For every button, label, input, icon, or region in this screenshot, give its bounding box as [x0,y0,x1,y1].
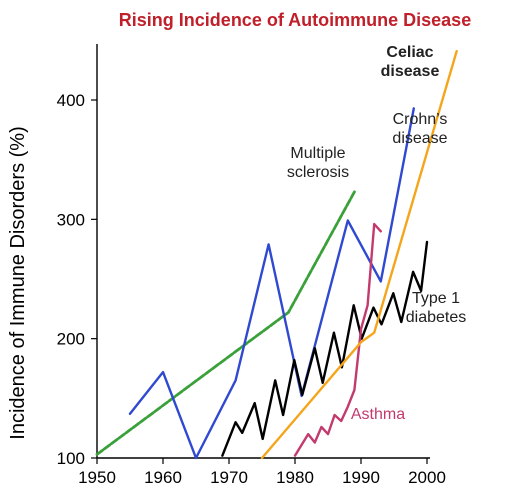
y-tick-label: 400 [57,91,85,110]
series-lines [95,49,458,460]
type-1-diabetes-line [221,240,429,457]
type-1-diabetes-label: diabetes [406,309,467,326]
multiple-sclerosis-line [95,190,356,456]
type-1-diabetes-label: Type 1 [412,290,460,307]
y-axis-label: Incidence of Immune Disorders (%) [7,126,29,439]
asthma-label: Asthma [351,406,405,423]
series-labels: Multiple sclerosis Crohn’s disease Type 1 dia… [287,44,466,423]
asthma-line [293,222,382,457]
y-tick-label: 100 [57,449,85,468]
x-tick-label: 1970 [210,468,248,487]
celiac-disease-label: disease [381,63,440,80]
celiac-disease-label: Celiac [386,44,433,61]
crohn-s-disease-label: Crohn’s [393,111,448,128]
multiple-sclerosis-label: Multiple [290,145,345,162]
x-ticks: 1950 1960 1970 1980 1990 2000 [78,458,446,487]
crohn-s-disease-line [128,107,415,460]
y-tick-label: 200 [57,330,85,349]
x-tick-label: 1950 [78,468,116,487]
x-tick-label: 2000 [408,468,446,487]
plot-area: 1950 1960 1970 1980 1990 2000 100 200 300 400 Mu… [57,44,466,487]
celiac-disease-line [260,49,458,460]
x-tick-label: 1990 [342,468,380,487]
multiple-sclerosis-label: sclerosis [287,164,349,181]
y-tick-label: 300 [57,210,85,229]
chart-title: Rising Incidence of Autoimmune Disease [119,10,471,30]
y-ticks: 100 200 300 400 [57,91,97,468]
crohn-s-disease-label: disease [392,130,447,147]
x-tick-label: 1960 [144,468,182,487]
x-tick-label: 1980 [276,468,314,487]
